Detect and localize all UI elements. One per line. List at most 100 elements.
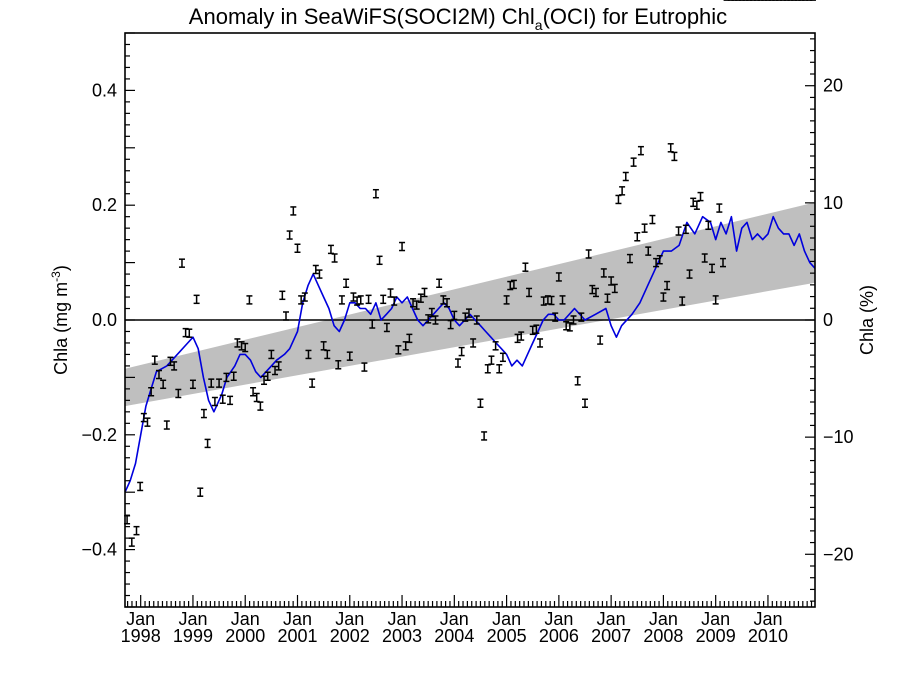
y-tick-label: −0.2 [81, 425, 117, 445]
y2-tick-label: 10 [823, 193, 843, 213]
running-mean-layer [124, 215, 816, 493]
data-point [637, 145, 644, 156]
data-point [257, 401, 264, 411]
data-point [343, 278, 350, 289]
trend-band [125, 202, 815, 407]
data-point [204, 438, 211, 449]
data-point [447, 319, 454, 330]
data-point [350, 292, 357, 302]
data-point [234, 338, 241, 348]
data-point [324, 349, 331, 360]
data-point [626, 253, 633, 264]
x-tick-year-label: 2004 [434, 626, 474, 646]
data-point [578, 312, 585, 322]
data-point [137, 481, 144, 492]
data-point [417, 293, 424, 303]
data-point [312, 264, 319, 275]
x-tick-year-label: 2008 [643, 626, 683, 646]
data-point [440, 295, 447, 305]
data-point [555, 272, 562, 282]
right-axis: −20 −10 0 10 20 [805, 38, 854, 602]
data-point [462, 312, 469, 322]
data-point [507, 280, 514, 291]
x-tick-year-label: 2000 [225, 626, 265, 646]
data-point [619, 186, 626, 196]
data-point [369, 319, 376, 329]
y-tick-label: −0.4 [81, 540, 117, 560]
data-point [436, 278, 443, 289]
data-point [246, 295, 253, 305]
data-point [712, 295, 719, 305]
data-point [148, 387, 155, 397]
data-point [219, 394, 226, 404]
data-point [585, 249, 592, 259]
data-point [641, 223, 648, 233]
x-tick-month-label: Jan [492, 609, 521, 629]
data-point [503, 295, 510, 305]
data-point [611, 283, 618, 294]
data-point [514, 333, 521, 344]
y2-tick-label: −20 [823, 544, 854, 564]
data-point [697, 191, 704, 202]
data-point [559, 295, 566, 305]
data-point [444, 298, 450, 308]
data-point [189, 379, 196, 390]
data-point [331, 253, 338, 263]
x-tick-year-label: 2001 [277, 626, 317, 646]
x-tick-month-label: Jan [544, 609, 573, 629]
data-point [144, 417, 151, 427]
data-point [510, 279, 517, 290]
data-point [301, 292, 308, 302]
data-point [425, 314, 432, 324]
y-tick-label: 0.0 [92, 310, 117, 330]
data-point [645, 246, 652, 256]
data-point [720, 257, 726, 268]
data-point [675, 226, 682, 236]
data-points-layer [124, 0, 816, 547]
y2-tick-label: 0 [823, 310, 833, 330]
data-point [451, 310, 458, 321]
data-point [432, 315, 439, 325]
data-point [298, 295, 305, 305]
data-point [175, 388, 182, 399]
data-point [705, 220, 712, 231]
data-point [653, 257, 660, 268]
data-point [630, 157, 637, 167]
y-axis-title: Chla (mg m-3) [49, 265, 71, 375]
x-tick-year-label: 2006 [539, 626, 579, 646]
x-tick-month-label: Jan [335, 609, 364, 629]
x-tick-month-label: Jan [178, 609, 207, 629]
data-point [634, 232, 641, 242]
data-point [178, 258, 185, 268]
data-point [566, 322, 573, 332]
x-tick-month-label: Jan [597, 609, 626, 629]
data-point [186, 328, 193, 338]
data-point [413, 300, 420, 310]
x-tick-month-label: Jan [649, 609, 678, 629]
x-tick-month-label: Jan [231, 609, 260, 629]
data-point [208, 378, 215, 388]
running-mean-line [124, 215, 816, 493]
data-point [477, 398, 484, 408]
data-point [399, 241, 406, 252]
data-point [305, 349, 312, 360]
data-point [488, 355, 495, 365]
chart-title: Anomaly in SeaWiFS(SOCI2M) Chla(OCI) for… [189, 4, 727, 33]
data-point [365, 294, 372, 305]
trend-band-layer [125, 202, 815, 407]
data-point [533, 324, 540, 334]
data-point [391, 296, 398, 306]
data-point [133, 525, 140, 536]
data-point [193, 294, 200, 305]
x-tick-year-label: 2009 [696, 626, 736, 646]
data-point [458, 346, 465, 357]
data-point [686, 269, 693, 279]
data-point [563, 320, 570, 331]
x-tick-year-label: 2010 [748, 626, 788, 646]
data-point [155, 369, 162, 380]
data-point [660, 292, 667, 302]
data-point [552, 312, 559, 322]
data-point [171, 361, 178, 371]
data-point [354, 296, 361, 306]
